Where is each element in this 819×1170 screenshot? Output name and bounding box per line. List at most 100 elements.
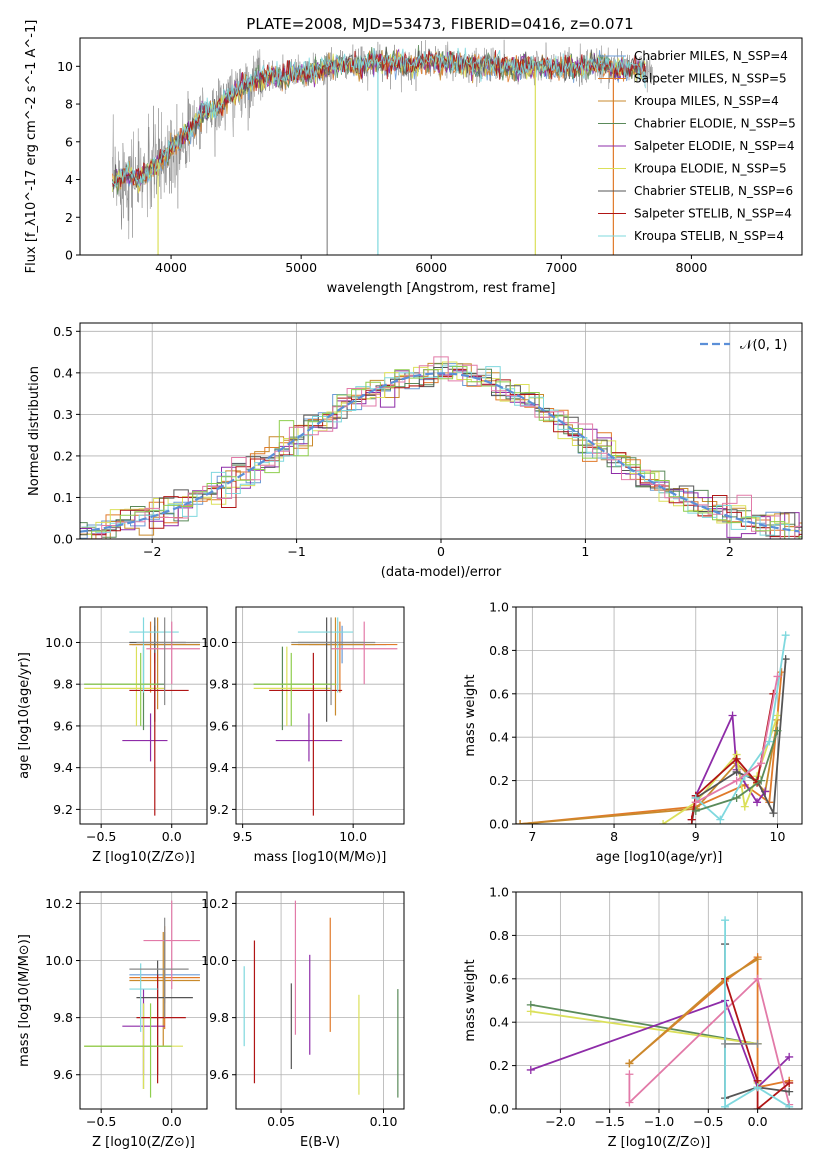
y-tick-label: 0.4 xyxy=(489,1015,509,1030)
series-marker xyxy=(687,815,696,824)
series-line xyxy=(628,977,791,1105)
axes-frame xyxy=(79,37,803,256)
y-tick-label: 9.2 xyxy=(53,802,73,817)
series-marker xyxy=(769,809,778,818)
gaussian-curve xyxy=(80,372,800,533)
plot-area xyxy=(253,617,398,816)
series-marker xyxy=(785,1052,794,1061)
x-axis-label: wavelength [Angstrom, rest frame] xyxy=(327,281,556,296)
series-marker xyxy=(753,1083,762,1092)
y-tick-label: 0.4 xyxy=(53,365,73,380)
plot-area xyxy=(84,617,200,816)
plot-area xyxy=(84,900,200,1098)
legend-label: Kroupa ELODIE, N_SSP=5 xyxy=(634,162,787,176)
x-tick-label: 0.0 xyxy=(748,1114,768,1129)
y-tick-label: 0.2 xyxy=(489,1058,509,1073)
plot-area xyxy=(80,356,802,539)
series-marker xyxy=(732,793,741,802)
y-tick-label: 0.0 xyxy=(53,532,73,547)
y-axis-label: Flux [f_λ10^-17 erg cm^-2 s^-1 A^-1] xyxy=(24,20,39,274)
series-marker xyxy=(753,955,762,964)
panel-mass_vs_ebv: 0.05 0.10 9.6 9.8 10.0 10.2 E(B-V) xyxy=(201,891,405,1150)
x-tick-label: 10 xyxy=(770,829,786,844)
x-tick-label: 2 xyxy=(726,544,734,559)
series-marker xyxy=(691,798,700,807)
series-marker xyxy=(753,974,762,983)
y-tick-label: 0 xyxy=(65,248,73,263)
series-marker xyxy=(757,759,766,768)
x-tick-label: −0.5 xyxy=(86,1114,116,1129)
x-axis-label: E(B-V) xyxy=(300,1135,340,1150)
spectrum-legend: Chabrier MILES, N_SSP=4 Salpeter MILES, N… xyxy=(598,49,796,243)
series-line xyxy=(724,920,790,1109)
y-tick-label: 10.0 xyxy=(45,635,73,650)
y-tick-label: 0.0 xyxy=(489,1102,509,1117)
y-tick-label: 6 xyxy=(65,134,73,149)
axes-frame xyxy=(235,606,405,825)
legend-label: Salpeter STELIB, N_SSP=4 xyxy=(634,207,792,221)
series-marker xyxy=(740,802,749,811)
series-marker xyxy=(785,1102,794,1109)
y-tick-label: 9.8 xyxy=(209,1010,229,1025)
plot-area xyxy=(516,631,790,824)
axes-frame xyxy=(79,606,208,825)
series-marker xyxy=(732,767,741,776)
plot-area xyxy=(526,916,794,1109)
x-tick-label: 8 xyxy=(610,829,618,844)
x-tick-label: −1.0 xyxy=(644,1114,674,1129)
x-tick-label: 6000 xyxy=(415,260,447,275)
y-tick-label: 0.2 xyxy=(489,773,509,788)
y-axis-label: mass weight xyxy=(463,959,478,1041)
panel-weight_vs_Z: −2.0 −1.5 −1.0 −0.5 0.0 0.0 0.2 0.4 0.6 0.8 1.0 Z [… xyxy=(463,885,803,1150)
plot-area xyxy=(112,39,653,255)
histogram-step xyxy=(81,361,802,535)
series-marker xyxy=(691,806,700,815)
y-tick-label: 0.3 xyxy=(53,407,73,422)
x-tick-label: 1 xyxy=(581,544,589,559)
legend-label: 𝒩(0, 1) xyxy=(740,338,787,353)
x-tick-label: 0.10 xyxy=(370,1114,398,1129)
x-axis-label: mass [log10(M/M⊙)] xyxy=(254,850,387,865)
histogram-step xyxy=(80,369,802,539)
series-marker xyxy=(516,820,525,824)
y-tick-label: 9.8 xyxy=(209,677,229,692)
x-tick-label: 7000 xyxy=(545,260,577,275)
y-tick-label: 1.0 xyxy=(489,600,509,615)
series-marker xyxy=(732,776,741,785)
y-tick-label: 9.8 xyxy=(53,677,73,692)
series-marker xyxy=(773,672,782,681)
y-tick-label: 10.2 xyxy=(45,896,73,911)
y-axis-label: Normed distribution xyxy=(27,366,42,496)
series-marker xyxy=(721,1102,730,1109)
y-tick-label: 8 xyxy=(65,97,73,112)
y-tick-label: 9.6 xyxy=(209,1067,229,1082)
y-axis-label: mass [log10(M/M⊙)] xyxy=(17,934,32,1067)
series-marker xyxy=(765,737,774,746)
y-tick-label: 0.6 xyxy=(489,686,509,701)
histogram-step xyxy=(80,356,802,539)
histogram-step xyxy=(80,366,802,539)
series-marker xyxy=(753,798,762,807)
y-tick-label: 0.5 xyxy=(53,324,73,339)
panel-mass_vs_Z: −0.5 0.0 9.6 9.8 10.0 10.2 Z [log10(Z/Z⊙)] mass… xyxy=(17,891,208,1150)
y-tick-label: 9.4 xyxy=(209,760,229,775)
series-marker xyxy=(757,776,766,785)
y-tick-label: 10.2 xyxy=(201,896,229,911)
series-marker xyxy=(753,1105,762,1109)
plot-area xyxy=(243,900,399,1098)
y-tick-label: 0.8 xyxy=(489,928,509,943)
x-axis-label: (data-model)/error xyxy=(381,565,502,580)
y-tick-label: 0.2 xyxy=(53,448,73,463)
x-tick-label: 10.0 xyxy=(339,829,367,844)
series-line xyxy=(520,672,783,824)
series-marker xyxy=(526,1007,535,1016)
y-tick-label: 9.6 xyxy=(53,1067,73,1082)
y-tick-label: 0.0 xyxy=(489,817,509,832)
x-tick-label: 0.0 xyxy=(162,829,182,844)
legend-label: Salpeter MILES, N_SSP=5 xyxy=(634,72,787,86)
x-tick-label: 9 xyxy=(692,829,700,844)
legend-label: Kroupa STELIB, N_SSP=4 xyxy=(634,229,784,243)
x-tick-label: −1.5 xyxy=(595,1114,625,1129)
x-tick-label: 8000 xyxy=(676,260,708,275)
